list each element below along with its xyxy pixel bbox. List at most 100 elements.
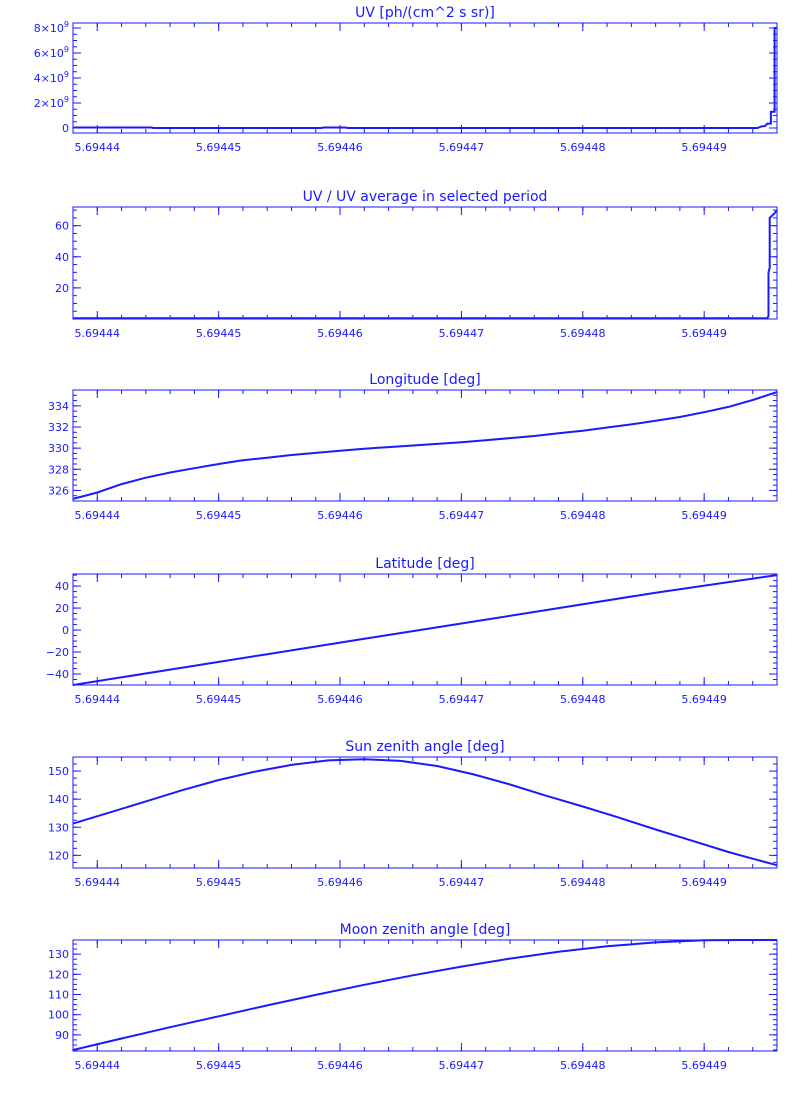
y-tick-label-base: 328 (48, 463, 69, 476)
y-tick-label: 60 (55, 220, 69, 233)
y-tick-label-base: 140 (48, 793, 69, 806)
plot-frame (72, 206, 778, 320)
y-tick-label-exponent: 9 (64, 70, 69, 79)
y-tick-label: 90 (55, 1029, 69, 1042)
y-tick-label-base: 0 (62, 624, 69, 637)
x-tick-label: 5.69446 (317, 876, 363, 889)
series-line (73, 209, 778, 320)
y-tick-label-exponent: 9 (64, 20, 69, 29)
y-tick-label-base: 4×10 (34, 72, 64, 85)
y-tick-label: 120 (48, 968, 69, 981)
y-tick-label: 110 (48, 988, 69, 1001)
y-tick-label: 40 (55, 251, 69, 264)
x-tick-label: 5.69444 (75, 1059, 121, 1072)
x-tick-label: 5.69445 (196, 141, 242, 154)
y-tick-label-base: 60 (55, 220, 69, 233)
series-line (73, 27, 777, 129)
y-tick-label: 20 (55, 282, 69, 295)
chart-title: Longitude [deg] (369, 372, 480, 388)
x-tick-label: 5.69447 (439, 509, 485, 522)
y-tick-label-base: −20 (46, 646, 69, 659)
y-tick-label-base: 8×10 (34, 22, 64, 35)
y-tick-label-base: 120 (48, 968, 69, 981)
y-tick-label: 8×109 (34, 20, 69, 35)
y-tick-label-base: 6×10 (34, 47, 64, 60)
x-tick-label: 5.69444 (75, 141, 121, 154)
y-tick-label-exponent: 9 (64, 95, 69, 104)
y-tick-label: 40 (55, 580, 69, 593)
x-tick-label: 5.69445 (196, 876, 242, 889)
y-tick-label-base: 150 (48, 765, 69, 778)
series-line (72, 939, 777, 1051)
chart-panel: Sun zenith angle [deg] 5.69444 5.69445 5.69… (48, 739, 778, 889)
x-tick-label: 5.69448 (560, 693, 606, 706)
y-tick-label: 328 (48, 463, 69, 476)
y-tick-label: 334 (48, 400, 69, 413)
x-tick-label: 5.69446 (317, 1059, 363, 1072)
plot-frame (72, 22, 778, 134)
chart-panel: Latitude [deg] 5.69444 5.69445 5.69446 5.694… (46, 556, 778, 706)
y-tick-label-base: 40 (55, 580, 69, 593)
x-tick-label: 5.69448 (560, 509, 606, 522)
x-tick-label: 5.69446 (317, 327, 363, 340)
x-tick-label: 5.69445 (196, 1059, 242, 1072)
x-tick-label: 5.69445 (196, 693, 242, 706)
x-tick-label: 5.69447 (439, 327, 485, 340)
x-tick-label: 5.69445 (196, 509, 242, 522)
x-tick-label: 5.69447 (439, 693, 485, 706)
chart-title: Moon zenith angle [deg] (340, 922, 511, 938)
y-tick-label: 20 (55, 602, 69, 615)
y-tick-label: 120 (48, 849, 69, 862)
y-tick-label-base: 130 (48, 821, 69, 834)
x-tick-label: 5.69449 (681, 1059, 727, 1072)
y-tick-label-base: 326 (48, 484, 69, 497)
x-tick-label: 5.69448 (560, 876, 606, 889)
y-tick-label: 6×109 (34, 45, 69, 60)
y-tick-label-base: 20 (55, 602, 69, 615)
x-tick-label: 5.69449 (681, 509, 727, 522)
y-tick-label-base: 0 (62, 122, 69, 135)
y-tick-label-base: 2×10 (34, 97, 64, 110)
x-tick-label: 5.69448 (560, 327, 606, 340)
y-tick-label: 332 (48, 421, 69, 434)
y-tick-label-base: 40 (55, 251, 69, 264)
x-tick-label: 5.69445 (196, 327, 242, 340)
y-tick-label: −40 (46, 668, 69, 681)
chart-title: Sun zenith angle [deg] (345, 739, 504, 755)
x-tick-label: 5.69448 (560, 141, 606, 154)
x-tick-label: 5.69448 (560, 1059, 606, 1072)
chart-title: UV [ph/(cm^2 s sr)] (355, 5, 495, 21)
x-tick-label: 5.69446 (317, 693, 363, 706)
series-line (72, 758, 778, 867)
x-tick-label: 5.69446 (317, 509, 363, 522)
y-tick-label-base: 332 (48, 421, 69, 434)
y-tick-label: 4×109 (34, 70, 69, 85)
chart-panel: Moon zenith angle [deg] 5.69444 5.69445 5.6… (48, 922, 778, 1072)
chart-title: Latitude [deg] (375, 556, 474, 572)
x-tick-label: 5.69444 (75, 693, 121, 706)
y-tick-label: 130 (48, 821, 69, 834)
y-tick-label: 326 (48, 484, 69, 497)
chart-panel: UV [ph/(cm^2 s sr)] 5.69444 5.69445 5.69446… (34, 5, 778, 154)
plot-frame (72, 756, 778, 869)
plot-frame (72, 389, 778, 502)
x-tick-label: 5.69447 (439, 1059, 485, 1072)
x-tick-label: 5.69444 (75, 327, 121, 340)
y-tick-label-base: 120 (48, 849, 69, 862)
y-tick-label: 0 (62, 122, 69, 135)
y-tick-label: −20 (46, 646, 69, 659)
y-tick-label-base: 330 (48, 442, 69, 455)
x-tick-label: 5.69449 (681, 693, 727, 706)
y-tick-label: 150 (48, 765, 69, 778)
chart-title: UV / UV average in selected period (303, 189, 548, 205)
x-tick-label: 5.69444 (75, 509, 121, 522)
x-tick-label: 5.69444 (75, 876, 121, 889)
y-tick-label-base: 110 (48, 988, 69, 1001)
x-tick-label: 5.69449 (681, 141, 727, 154)
chart-panel: Longitude [deg] 5.69444 5.69445 5.69446 5.69… (48, 372, 778, 522)
y-tick-label-exponent: 9 (64, 45, 69, 54)
y-tick-label: 2×109 (34, 95, 69, 110)
y-tick-label: 0 (62, 624, 69, 637)
series-line (72, 574, 778, 686)
